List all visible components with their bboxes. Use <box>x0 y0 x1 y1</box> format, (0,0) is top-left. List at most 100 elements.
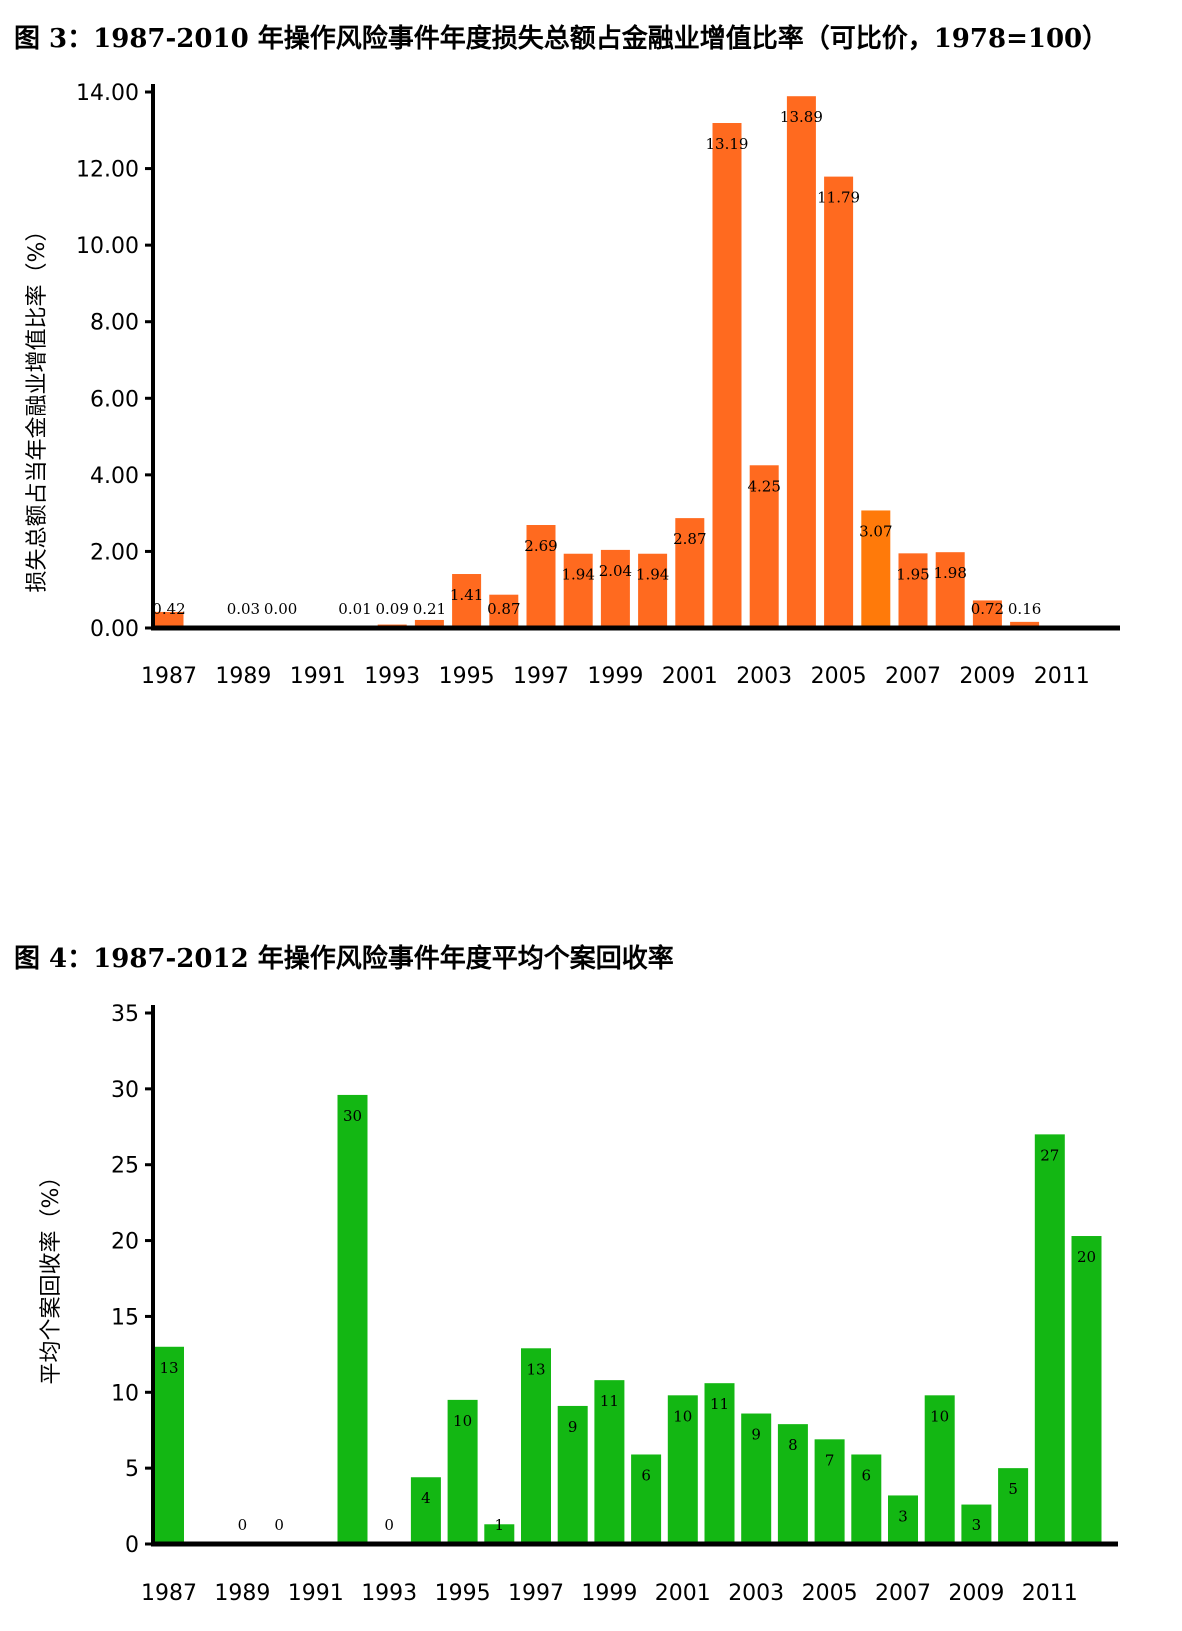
y-tick-label-3: 6.00 <box>90 387 139 412</box>
bar-2006 <box>851 1454 882 1544</box>
y-tick-label-0: 0 <box>125 1533 139 1558</box>
bar-1994 <box>410 1477 441 1544</box>
x-tick-label-1999: 1999 <box>587 664 643 689</box>
data-label-2009: 0.72 <box>971 600 1004 618</box>
y-tick-label-3: 15 <box>111 1305 139 1330</box>
data-label-2004: 13.89 <box>780 108 823 126</box>
data-label-1993: 0 <box>384 1516 394 1534</box>
data-label-1990: 0 <box>274 1516 284 1534</box>
x-tick-label-1997: 1997 <box>508 1581 564 1606</box>
data-label-2007: 1.95 <box>896 565 929 583</box>
data-label-2012: 20 <box>1077 1248 1096 1266</box>
data-label-2009: 3 <box>972 1516 982 1534</box>
bar-1999 <box>600 549 630 628</box>
data-label-2001: 10 <box>673 1407 692 1425</box>
data-label-1987: 13 <box>159 1359 178 1377</box>
x-tick-label-2011: 2011 <box>1034 664 1090 689</box>
bar-1992 <box>337 1094 368 1544</box>
bar-2007 <box>888 1495 918 1544</box>
data-label-1996: 0.87 <box>487 600 520 618</box>
bar-2000 <box>631 1454 662 1544</box>
bar-1995 <box>447 1399 478 1544</box>
x-tick-label-1993: 1993 <box>361 1581 417 1606</box>
x-tick-label-1995: 1995 <box>439 664 495 689</box>
y-tick-label-6: 30 <box>111 1078 139 1103</box>
data-label-2006: 3.07 <box>859 522 892 540</box>
bar-2001 <box>675 518 705 628</box>
y-tick-label-7: 35 <box>111 1002 139 1027</box>
data-label-2000: 6 <box>641 1466 651 1484</box>
bar-1998 <box>557 1405 588 1544</box>
bar-2008 <box>924 1395 955 1544</box>
bar-1995 <box>452 574 482 628</box>
x-tick-label-1991: 1991 <box>290 664 346 689</box>
bar-1999 <box>594 1380 625 1544</box>
bar-2010 <box>1010 621 1040 628</box>
x-tick-label-2009: 2009 <box>948 1581 1004 1606</box>
x-tick-label-2005: 2005 <box>811 664 867 689</box>
data-label-1999: 11 <box>600 1392 619 1410</box>
x-tick-label-2005: 2005 <box>802 1581 858 1606</box>
data-label-1995: 1.41 <box>450 586 483 604</box>
bar-2001 <box>667 1395 698 1544</box>
bar-1998 <box>563 553 593 628</box>
data-label-2008: 1.98 <box>933 564 966 582</box>
bar-2010 <box>998 1468 1029 1544</box>
data-label-2000: 1.94 <box>636 566 669 584</box>
x-tick-label-1991: 1991 <box>288 1581 344 1606</box>
data-label-1994: 4 <box>421 1489 431 1507</box>
data-label-2010: 5 <box>1008 1480 1018 1498</box>
x-tick-label-2011: 2011 <box>1022 1581 1078 1606</box>
x-tick-label-2007: 2007 <box>885 664 941 689</box>
x-tick-label-1989: 1989 <box>215 664 271 689</box>
chart-figure-3: 0.42 0.03 0.00 0.01 0.09 0.211.410.872.691.94… <box>25 81 1120 689</box>
bar-2003 <box>741 1413 772 1544</box>
data-label-1987: 0.42 <box>152 600 185 618</box>
x-tick-label-1995: 1995 <box>435 1581 491 1606</box>
bar-1997 <box>526 525 556 628</box>
bar-1996 <box>489 594 519 628</box>
y-tick-label-4: 8.00 <box>90 311 139 336</box>
x-tick-label-1999: 1999 <box>581 1581 637 1606</box>
bar-2000 <box>638 553 668 628</box>
data-label-2002: 13.19 <box>706 135 749 153</box>
bar-2005 <box>814 1439 845 1544</box>
bar-2003 <box>749 465 779 628</box>
bar-1987 <box>154 1346 184 1544</box>
data-label-2010: 0.16 <box>1008 600 1041 618</box>
y-tick-label-4: 20 <box>111 1230 139 1255</box>
y-tick-label-6: 12.00 <box>76 158 139 183</box>
data-label-1990: 0.00 <box>264 600 297 618</box>
y-tick-label-2: 10 <box>111 1381 139 1406</box>
data-label-1998: 9 <box>568 1418 578 1436</box>
bar-2002 <box>712 123 742 629</box>
bar-1996 <box>484 1524 515 1544</box>
data-label-1995: 10 <box>453 1412 472 1430</box>
data-label-2002: 11 <box>710 1395 729 1413</box>
data-label-2008: 10 <box>930 1407 949 1425</box>
y-tick-label-1: 5 <box>125 1457 139 1482</box>
bar-2012 <box>1071 1236 1102 1544</box>
y-tick-label-5: 25 <box>111 1154 139 1179</box>
data-label-1997: 2.69 <box>524 537 557 555</box>
figure-4-title: 图 4：1987-2012 年操作风险事件年度平均个案回收率 <box>14 944 674 974</box>
data-label-1992: 0.01 <box>338 600 371 618</box>
data-label-2003: 9 <box>751 1426 761 1444</box>
bar-2002 <box>704 1383 735 1544</box>
data-label-1996: 1 <box>495 1516 505 1534</box>
x-tick-label-1987: 1987 <box>141 664 197 689</box>
x-tick-label-2001: 2001 <box>655 1581 711 1606</box>
y-tick-label-5: 10.00 <box>76 234 139 259</box>
x-tick-label-2009: 2009 <box>959 664 1015 689</box>
x-tick-label-1987: 1987 <box>141 1581 197 1606</box>
data-label-1997: 13 <box>526 1360 545 1378</box>
x-tick-label-2007: 2007 <box>875 1581 931 1606</box>
data-label-2004: 8 <box>788 1436 798 1454</box>
x-tick-label-1993: 1993 <box>364 664 420 689</box>
x-tick-label-1989: 1989 <box>214 1581 270 1606</box>
bar-2004 <box>786 96 816 628</box>
x-tick-label-2003: 2003 <box>728 1581 784 1606</box>
y-tick-label-7: 14.00 <box>76 81 139 106</box>
data-label-2001: 2.87 <box>673 530 706 548</box>
